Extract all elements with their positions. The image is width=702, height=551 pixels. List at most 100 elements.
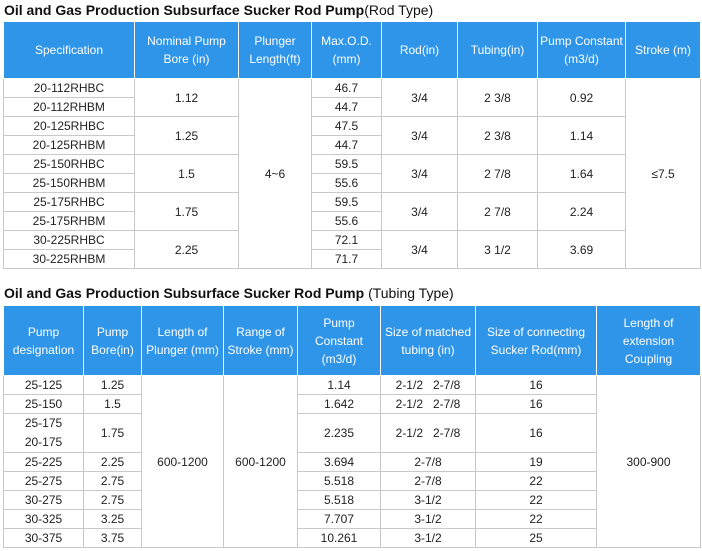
od-cell: 59.5 — [311, 154, 382, 174]
bore-cell: 1.25 — [134, 116, 239, 155]
od-cell: 47.5 — [311, 116, 382, 136]
pump-constant-cell: 10.261 — [297, 528, 381, 548]
designation-line: 25-175 — [24, 416, 63, 430]
rod-cell: 3/4 — [381, 192, 458, 231]
od-cell: 55.6 — [311, 173, 382, 193]
matched-tubing-cell: 2-7/8 — [380, 452, 476, 472]
designation-cell: 25-225 — [3, 452, 84, 472]
table-row: 20-125RHBC 1.25 47.5 3/4 2 3/8 1.14 — [3, 116, 701, 155]
sucker-rod-cell: 22 — [475, 509, 597, 529]
plunger-length-cell: 600-1200 — [141, 375, 224, 548]
table-row: 25-150RHBM 55.6 — [3, 173, 701, 193]
tubing-cell: 2 7/8 — [457, 154, 538, 193]
bore-cell: 1.5 — [134, 154, 239, 193]
rod-cell: 3/4 — [381, 78, 458, 117]
rod-cell: 3/4 — [381, 116, 458, 155]
table-row: 25-275 2.75 5.518 2-7/8 22 — [3, 471, 701, 491]
designation-cell: 30-325 — [3, 509, 84, 529]
spec-cell: 25-150RHBM — [3, 173, 135, 193]
tubing-type-col-header: Length of Plunger (mm) — [141, 305, 224, 376]
designation-cell: 25-125 — [3, 375, 84, 395]
table-row: 20-125RHBM 44.7 — [3, 135, 701, 155]
tubing-cell: 2 3/8 — [457, 116, 538, 155]
tubing-type-col-header: Pump designation — [3, 305, 84, 376]
spec-cell: 25-175RHBC — [3, 192, 135, 212]
tubing-type-title: Oil and Gas Production Subsurface Sucker… — [4, 285, 454, 301]
matched-tubing-cell: 2-1/2 2-7/8 — [380, 413, 476, 453]
spec-cell: 25-175RHBM — [3, 211, 135, 231]
table-row: 25-150 1.5 1.642 2-1/2 2-7/8 16 — [3, 394, 701, 414]
bore-cell: 1.25 — [83, 375, 142, 395]
tubing-cell: 2 3/8 — [457, 78, 538, 117]
spec-cell: 20-125RHBC — [3, 116, 135, 136]
table-row: 30-325 3.25 7.707 3-1/2 22 — [3, 509, 701, 529]
pump-constant-cell: 1.14 — [537, 116, 626, 155]
tubing-type-col-header: Pump Bore(in) — [83, 305, 142, 376]
pump-constant-cell: 7.707 — [297, 509, 381, 529]
rod-type-col-header: Tubing(in) — [457, 21, 538, 79]
od-cell: 55.6 — [311, 211, 382, 231]
pump-constant-cell: 5.518 — [297, 471, 381, 491]
tubing-type-title-sub: (Tubing Type) — [364, 285, 454, 301]
bore-cell: 3.25 — [83, 509, 142, 529]
bore-cell: 2.25 — [134, 230, 239, 269]
table-row: 25-175RHBC 1.75 59.5 3/4 2 7/8 2.24 — [3, 192, 701, 231]
bore-cell: 2.75 — [83, 490, 142, 510]
rod-type-title-sub: (Rod Type) — [364, 2, 434, 18]
matched-tubing-cell: 2-1/2 2-7/8 — [380, 375, 476, 395]
matched-tubing-cell: 2-7/8 — [380, 471, 476, 491]
table-row: 25-150RHBC 1.5 59.5 3/4 2 7/8 1.64 — [3, 154, 701, 193]
bore-cell: 1.75 — [134, 192, 239, 231]
sucker-rod-cell: 22 — [475, 490, 597, 510]
table-row: 25-175 20-175 1.75 2.235 2-1/2 2-7/8 16 — [3, 413, 701, 453]
od-cell: 44.7 — [311, 97, 382, 117]
bore-cell: 2.25 — [83, 452, 142, 472]
tubing-type-header-row: Pump designation Pump Bore(in) Length of P… — [3, 305, 701, 376]
designation-cell: 30-375 — [3, 528, 84, 548]
designation-cell: 25-150 — [3, 394, 84, 414]
rod-type-title: Oil and Gas Production Subsurface Sucker… — [4, 2, 433, 18]
sucker-rod-cell: 16 — [475, 394, 597, 414]
bore-cell: 1.5 — [83, 394, 142, 414]
table-row: 25-125 1.25 600-1200 600-1200 1.14 2-1/2 2-7/… — [3, 375, 701, 548]
pump-constant-cell: 2.235 — [297, 413, 381, 453]
rod-type-table: Specification Nominal Pump Bore (in) Plung… — [3, 21, 701, 269]
stroke-cell: ≤7.5 — [625, 78, 701, 269]
rod-type-body: 20-112RHBC 1.12 4~6 46.7 3/4 2 3/8 0.92 ≤7.5 20-… — [3, 78, 701, 269]
bore-cell: 3.75 — [83, 528, 142, 548]
od-cell: 59.5 — [311, 192, 382, 212]
bore-cell: 1.12 — [134, 78, 239, 117]
designation-line: 20-175 — [24, 435, 63, 449]
od-cell: 72.1 — [311, 230, 382, 250]
pump-constant-cell: 1.14 — [297, 375, 381, 395]
pump-constant-cell: 3.694 — [297, 452, 381, 472]
pump-constant-cell: 2.24 — [537, 192, 626, 231]
od-cell: 46.7 — [311, 78, 382, 98]
spec-cell: 20-112RHBC — [3, 78, 135, 98]
bore-cell: 1.75 — [83, 413, 142, 453]
tubing-type-col-header: Size of connecting Sucker Rod(mm) — [475, 305, 597, 376]
designation-cell: 25-175 20-175 — [3, 413, 84, 453]
spec-cell: 25-150RHBC — [3, 154, 135, 174]
rod-type-title-main: Oil and Gas Production Subsurface Sucker… — [4, 2, 365, 18]
rod-type-col-header: Rod(in) — [381, 21, 458, 79]
od-cell: 44.7 — [311, 135, 382, 155]
spec-cell: 20-112RHBM — [3, 97, 135, 117]
rod-type-col-header: Max.O.D. (mm) — [311, 21, 382, 79]
coupling-cell: 300-900 — [596, 375, 701, 548]
table-row: 30-375 3.75 10.261 3-1/2 25 — [3, 528, 701, 548]
rod-type-col-header: Pump Constant (m3/d) — [537, 21, 626, 79]
tubing-type-table: Pump designation Pump Bore(in) Length of P… — [3, 305, 701, 548]
pump-constant-cell: 5.518 — [297, 490, 381, 510]
designation-cell: 30-275 — [3, 490, 84, 510]
table-row: 25-225 2.25 3.694 2-7/8 19 — [3, 452, 701, 472]
plunger-length-cell: 4~6 — [238, 78, 312, 269]
table-row: 30-225RHBC 2.25 72.1 3/4 3 1/2 3.69 — [3, 230, 701, 269]
rod-type-col-header: Plunger Length(ft) — [238, 21, 312, 79]
matched-tubing-cell: 3-1/2 — [380, 490, 476, 510]
rod-type-col-header: Specification — [3, 21, 135, 79]
bore-cell: 2.75 — [83, 471, 142, 491]
pump-constant-cell: 0.92 — [537, 78, 626, 117]
tubing-type-col-header: Pump Constant (m3/d) — [297, 305, 381, 376]
tubing-type-col-header: Length of extension Coupling — [596, 305, 701, 376]
